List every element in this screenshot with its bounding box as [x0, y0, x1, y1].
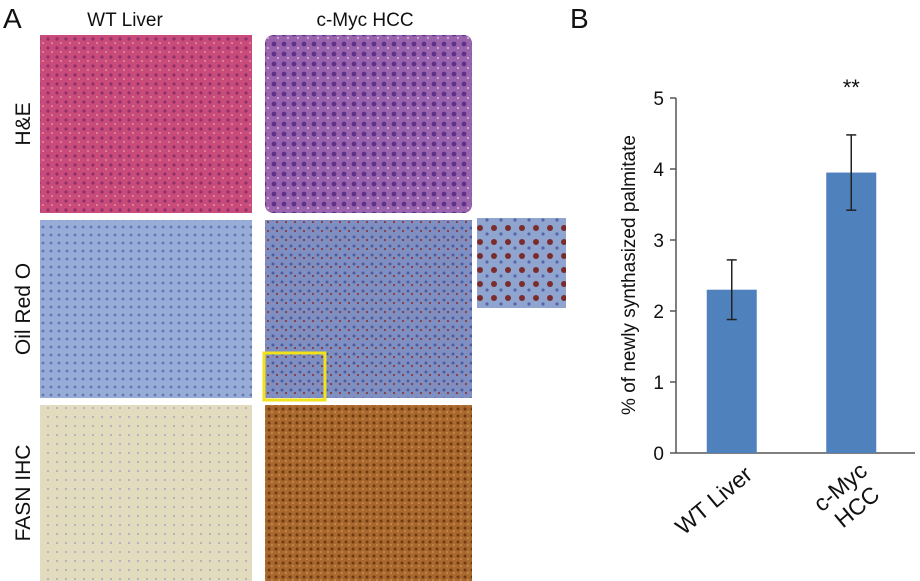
image	[265, 35, 472, 213]
image	[40, 35, 252, 213]
y-axis-label: % of newly synthasized palmitate	[619, 135, 640, 415]
y-tick-label: 4	[653, 160, 664, 181]
bar	[826, 172, 877, 454]
column-header: c-Myc HCC	[316, 10, 413, 31]
inset-box	[262, 351, 327, 402]
row-label: Oil Red O	[12, 263, 35, 355]
row-label: H&E	[12, 102, 35, 145]
panel-label: A	[3, 3, 22, 34]
panel-label: B	[570, 3, 589, 34]
image	[40, 405, 252, 581]
image	[40, 220, 252, 398]
micrographs	[40, 35, 566, 581]
y-tick-label: 3	[653, 231, 664, 252]
y-tick-label: 1	[653, 373, 664, 394]
y-tick-label: 5	[653, 89, 664, 110]
column-header: WT Liver	[87, 10, 163, 31]
image	[265, 405, 472, 581]
row-label: FASN IHC	[12, 445, 35, 542]
inset-image	[477, 218, 566, 308]
x-tick-label: c-MycHCC	[808, 457, 888, 536]
x-tick-label: WT Liver	[670, 461, 757, 540]
y-tick-label: 0	[653, 444, 664, 465]
image	[265, 220, 472, 398]
y-tick-label: 2	[653, 302, 664, 323]
significance: **	[843, 75, 861, 100]
